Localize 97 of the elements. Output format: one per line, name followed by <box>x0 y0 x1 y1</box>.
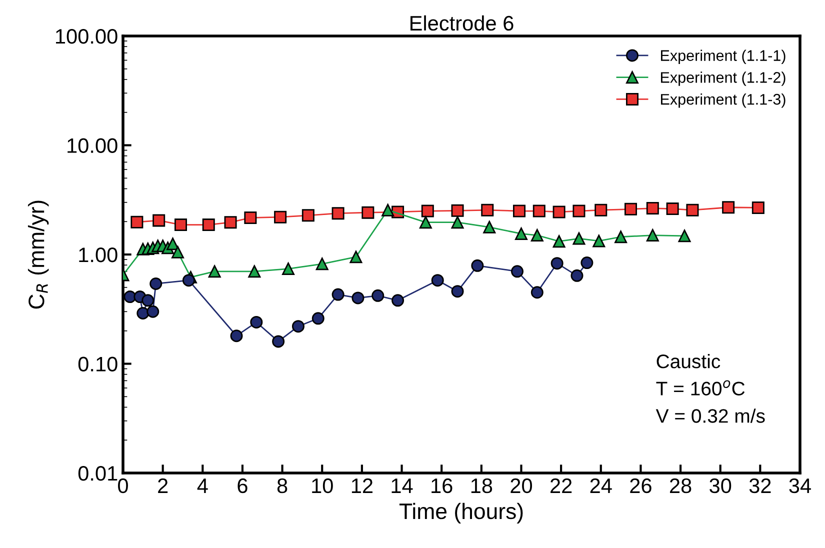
x-tick-label: 0 <box>118 478 128 494</box>
x-tick-label: 4 <box>197 478 208 493</box>
point <box>146 305 160 318</box>
point <box>511 265 524 278</box>
point <box>646 202 659 215</box>
legend-label: Experiment (1.1-1) <box>661 50 786 64</box>
x-tick-label: 18 <box>471 478 492 494</box>
legend-label: Experiment (1.1-2) <box>661 72 786 86</box>
point <box>471 259 484 272</box>
point <box>530 286 544 299</box>
x-tick-label: 30 <box>710 478 732 494</box>
point <box>722 201 735 214</box>
point <box>172 246 184 258</box>
point <box>580 256 594 270</box>
x-tick-label: 6 <box>238 478 248 494</box>
y-tick-label: 0.10 <box>78 356 118 372</box>
point <box>678 230 691 242</box>
annotation: T = 160$^{o}$C <box>656 380 745 396</box>
x-axis-title: Time (hours) <box>399 502 523 524</box>
point <box>594 204 608 216</box>
point <box>614 230 628 244</box>
point <box>514 227 528 240</box>
point <box>550 257 564 270</box>
point <box>244 211 257 224</box>
point <box>483 220 496 234</box>
legend-label: Experiment (1.1-3) <box>661 94 786 108</box>
annotation: Caustic <box>656 354 720 368</box>
point <box>130 216 144 228</box>
point <box>382 204 394 216</box>
point <box>174 218 187 232</box>
point <box>124 290 136 304</box>
point <box>592 234 606 248</box>
point <box>136 306 150 320</box>
point <box>316 258 328 270</box>
point <box>624 202 637 216</box>
point <box>532 204 546 218</box>
point <box>250 316 263 328</box>
point <box>350 250 362 264</box>
point <box>142 294 154 307</box>
point <box>282 262 295 276</box>
point <box>752 201 764 214</box>
point <box>274 210 287 224</box>
x-tick-label: 2 <box>158 478 168 493</box>
point <box>686 204 699 216</box>
point <box>666 202 679 216</box>
x-tick-label: 16 <box>432 478 452 494</box>
chart-title: Electrode 6 <box>410 15 514 31</box>
x-tick-label: 10 <box>312 478 333 494</box>
point <box>230 330 243 342</box>
annotation: V = 0.32 m/s <box>656 408 765 423</box>
point <box>570 269 584 282</box>
point <box>552 206 566 218</box>
x-tick-label: 28 <box>670 478 692 494</box>
point <box>182 274 195 287</box>
point <box>372 289 384 302</box>
x-tick-label: 24 <box>590 478 612 493</box>
x-tick-label: 20 <box>510 478 532 494</box>
point <box>646 229 659 242</box>
y-tick-label: 10.00 <box>68 138 118 154</box>
point <box>302 209 314 222</box>
x-tick-label: 8 <box>277 478 288 494</box>
point <box>208 265 221 278</box>
point <box>332 207 344 220</box>
point <box>152 214 166 227</box>
point <box>352 292 364 304</box>
x-tick-label: 26 <box>630 478 652 494</box>
point <box>451 216 464 229</box>
y-tick-label: 1.00 <box>79 248 118 262</box>
point <box>292 320 304 333</box>
point <box>421 204 434 218</box>
point <box>248 265 261 278</box>
point <box>332 288 344 301</box>
x-tick-label: 34 <box>789 478 811 494</box>
y-tick-label: 0.01 <box>78 466 118 481</box>
point <box>572 232 586 245</box>
point <box>150 277 162 290</box>
y-tick-label: 100.00 <box>56 29 118 44</box>
point <box>451 204 464 217</box>
point <box>272 335 285 348</box>
point <box>431 274 444 287</box>
point <box>512 204 526 218</box>
x-tick-label: 14 <box>392 478 413 493</box>
y-axis-title: C$_{R}$ (mm/yr) <box>28 200 49 309</box>
point <box>392 294 404 307</box>
point <box>530 229 544 242</box>
point <box>362 206 374 219</box>
point <box>451 285 464 298</box>
x-tick-label: 22 <box>550 478 572 493</box>
point <box>481 204 494 216</box>
point <box>552 235 566 248</box>
point <box>224 216 237 229</box>
point <box>572 204 586 218</box>
x-tick-label: 12 <box>352 478 372 493</box>
point <box>312 312 324 325</box>
x-tick-label: 32 <box>749 478 771 494</box>
point <box>202 218 215 232</box>
point <box>419 216 432 229</box>
